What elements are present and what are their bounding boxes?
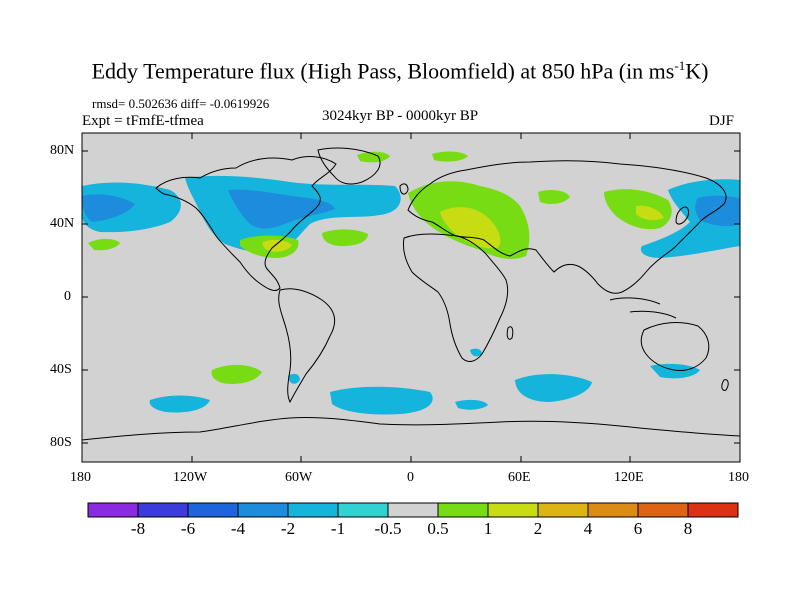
x-tick-label: 120W	[173, 470, 208, 485]
pos-region-central-asia	[538, 189, 570, 205]
coastline-north-america	[155, 156, 337, 291]
coastline-uk	[399, 183, 409, 195]
map-title: Eddy Temperature flux (High Pass, Bloomf…	[91, 58, 709, 84]
pos-region-east-asia-strong	[636, 205, 664, 221]
season-label: DJF	[709, 113, 735, 129]
neg-region-south-pacific	[149, 395, 210, 413]
neg-region-pacific-strong	[82, 194, 135, 222]
coastline-madagascar	[506, 326, 514, 340]
x-tick-label: 60E	[508, 470, 531, 485]
neg-region-south-america	[288, 373, 300, 384]
neg-region-nw-pacific-strong	[695, 195, 740, 227]
colorbar-box-10	[537, 502, 589, 518]
coastline-indonesia	[609, 297, 677, 319]
neg-region-na-strong	[228, 189, 335, 229]
pos-region-gulf-strong	[262, 239, 292, 252]
colorbar-box-5	[287, 502, 339, 518]
y-tick-label: 40N	[50, 216, 75, 231]
x-tick-label: 180	[70, 470, 91, 485]
x-tick-label: 120E	[614, 470, 644, 485]
colorbar-box-1	[87, 502, 139, 518]
y-tick-label: 80S	[50, 435, 72, 450]
anomaly-fields	[82, 151, 740, 415]
colorbar-label: 4	[583, 519, 593, 538]
coastline-antarctica	[82, 416, 740, 441]
colorbar-box-8	[437, 502, 489, 518]
coastline-south-america	[278, 288, 336, 404]
pos-region-eurasia-strong	[440, 207, 501, 249]
colorbar-box-4	[237, 502, 289, 518]
colorbar-label: 2	[533, 519, 543, 538]
colorbar	[87, 502, 739, 518]
coastlines	[82, 147, 740, 441]
axis-ticks	[81, 133, 741, 462]
neg-region-indian-ocean	[455, 374, 592, 410]
colorbar-box-11	[587, 502, 639, 518]
pos-region-south-pacific	[211, 364, 262, 384]
colorbar-label: 8	[683, 519, 693, 538]
colorbar-label: -0.5	[374, 519, 402, 538]
colorbar-label: -2	[280, 519, 296, 538]
y-tick-label: 80N	[50, 143, 75, 158]
neg-region-south-atlantic	[330, 386, 433, 415]
colorbar-box-13	[687, 502, 739, 518]
colorbar-box-9	[487, 502, 539, 518]
pos-region-arctic-scandinavia	[432, 151, 468, 162]
colorbar-label: 1	[483, 519, 493, 538]
colorbar-box-2	[137, 502, 189, 518]
colorbar-box-12	[637, 502, 689, 518]
x-tick-label: 180	[728, 470, 749, 485]
coastline-greenland	[317, 147, 381, 185]
colorbar-label: 6	[633, 519, 643, 538]
neg-region-australia-south	[650, 363, 700, 379]
colorbar-box-6	[337, 502, 389, 518]
colorbar-label: -6	[180, 519, 196, 538]
pos-region-arctic-atlantic	[357, 151, 390, 163]
colorbar-label: -8	[130, 519, 146, 538]
colorbar-box-7	[387, 502, 439, 518]
rmsd-stats: rmsd= 0.502636 diff= -0.0619926	[92, 96, 270, 111]
y-tick-label: 40S	[50, 362, 72, 377]
coastline-new-zealand	[721, 379, 729, 391]
colorbar-box-3	[187, 502, 239, 518]
colorbar-label: -1	[330, 519, 346, 538]
experiment-label: Expt = tFmfE-tfmea	[82, 113, 204, 129]
pos-region-atlantic	[322, 229, 368, 246]
neg-region-south-africa	[470, 348, 482, 357]
x-tick-label: 60W	[285, 470, 313, 485]
colorbar-label: 0.5	[427, 519, 449, 538]
pos-region-hawaii	[88, 238, 120, 251]
coastline-eurasia	[407, 160, 727, 294]
coastline-australia	[640, 322, 710, 371]
coastline-africa	[403, 233, 509, 362]
colorbar-label: -4	[230, 519, 246, 538]
period-label: 3024kyr BP - 0000kyr BP	[322, 108, 479, 124]
coastline-japan	[675, 206, 689, 225]
y-tick-label: 0	[64, 289, 71, 304]
x-tick-label: 0	[407, 470, 414, 485]
